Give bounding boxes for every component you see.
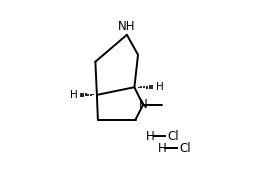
Text: Cl: Cl <box>179 142 191 155</box>
Text: N: N <box>139 98 147 111</box>
Text: H: H <box>146 130 155 143</box>
Text: NH: NH <box>118 20 136 33</box>
Text: Cl: Cl <box>168 130 179 143</box>
Text: H: H <box>70 90 78 100</box>
Text: H: H <box>158 142 166 155</box>
Text: H: H <box>156 82 163 92</box>
